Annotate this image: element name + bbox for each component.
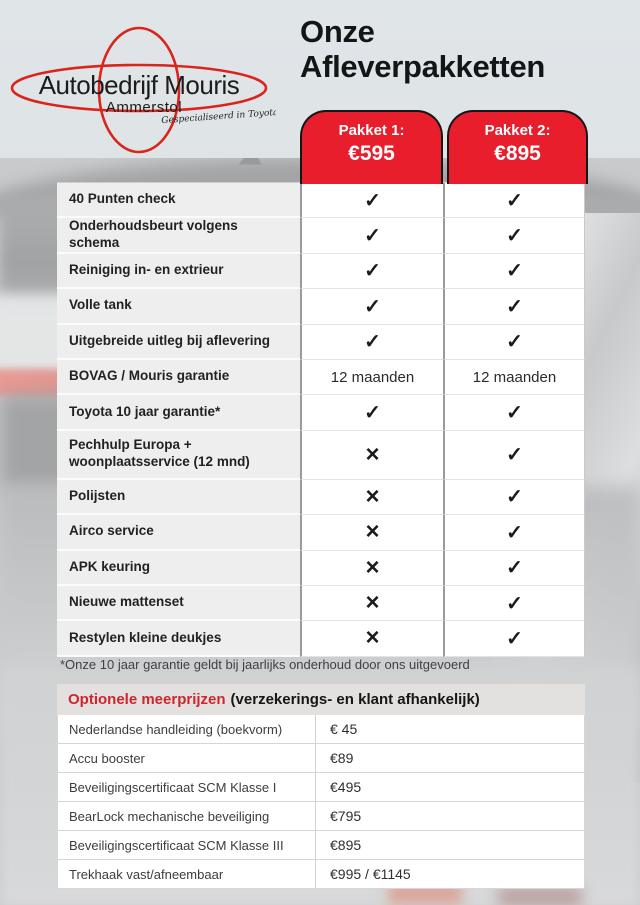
package-1-value: × [300,550,443,586]
option-row: Nederlandse handleiding (boekvorm) € 45 [57,715,585,744]
feature-label: Nieuwe mattenset [57,585,300,622]
option-price: €89 [330,750,354,766]
options-table: Optionele meerprijzen (verzekerings- en … [57,684,585,889]
feature-label: Volle tank [57,289,300,325]
package-2-value: ✓ [443,550,585,586]
options-header: Optionele meerprijzen (verzekerings- en … [57,684,585,715]
option-label: Beveiligingscertificaat SCM Klasse I [58,773,316,801]
feature-label: 40 Punten check [57,183,300,219]
package-2-price: €895 [494,142,541,165]
car-antenna-silhouette [238,158,262,165]
feature-label: Restylen kleine deukjes [57,621,300,657]
option-price: €895 [330,837,362,853]
page-title-line2: Afleverpakketten [300,49,546,84]
package-1-value: 12 maanden [300,359,443,396]
feature-label: Reiniging in- en extrieur [57,253,300,290]
comparison-row: Reiniging in- en extrieur ✓ ✓ [57,253,585,290]
package-2-value: ✓ [443,479,585,516]
package-1-value: × [300,479,443,516]
reflection-darkred-patch [498,887,582,905]
feature-label: Onderhoudsbeurt volgens schema [57,218,300,254]
logo-dealer-name: Autobedrijf Mouris [39,70,240,100]
option-price: €495 [330,779,362,795]
package-2-value: ✓ [443,515,585,551]
package-1-value: ✓ [300,218,443,254]
comparison-row: Volle tank ✓ ✓ [57,289,585,325]
package-1-tab: Pakket 1: €595 [300,110,443,184]
comparison-row: Onderhoudsbeurt volgens schema ✓ ✓ [57,218,585,254]
option-label: Accu booster [58,744,316,772]
package-1-value: ✓ [300,395,443,431]
comparison-row: APK keuring × ✓ [57,550,585,586]
package-2-value: ✓ [443,183,585,219]
option-row: BearLock mechanische beveiliging €795 [57,802,585,831]
option-price: €995 / €1145 [330,866,411,882]
comparison-table: 40 Punten check ✓ ✓ Onderhoudsbeurt volg… [57,182,585,657]
package-2-value: ✓ [443,289,585,325]
package-1-value: ✓ [300,324,443,360]
feature-label: Airco service [57,515,300,551]
package-2-value: ✓ [443,218,585,254]
feature-label: APK keuring [57,550,300,586]
option-label: Beveiligingscertificaat SCM Klasse III [58,831,316,859]
option-label: Trekhaak vast/afneembaar [58,860,316,888]
logo-horizontal-ellipse [10,63,268,113]
option-row: Accu booster €89 [57,744,585,773]
option-price: € 45 [330,721,358,737]
feature-label: Toyota 10 jaar garantie* [57,395,300,431]
option-row: Beveiligingscertificaat SCM Klasse III €… [57,831,585,860]
comparison-row: 40 Punten check ✓ ✓ [57,183,585,219]
package-1-value: × [300,585,443,622]
package-1-price: €595 [348,142,395,165]
comparison-row: Polijsten × ✓ [57,479,585,516]
package-2-value: ✓ [443,585,585,622]
package-1-value: ✓ [300,253,443,290]
package-2-value: 12 maanden [443,359,585,396]
comparison-row: Uitgebreide uitleg bij aflevering ✓ ✓ [57,324,585,360]
page-title: Onze Afleverpakketten [300,14,600,84]
package-1-value: × [300,621,443,657]
feature-label: BOVAG / Mouris garantie [57,359,300,396]
package-2-value: ✓ [443,324,585,360]
comparison-row: Toyota 10 jaar garantie* ✓ ✓ [57,395,585,431]
comparison-row: BOVAG / Mouris garantie 12 maanden 12 ma… [57,359,585,396]
package-2-tab: Pakket 2: €895 [447,110,588,184]
comparison-row: Pechhulp Europa + woonplaatsservice (12 … [57,430,585,480]
feature-label: Uitgebreide uitleg bij aflevering [57,324,300,360]
package-2-value: ✓ [443,621,585,657]
options-rows: Nederlandse handleiding (boekvorm) € 45 … [57,715,585,889]
option-label: BearLock mechanische beveiliging [58,802,316,830]
comparison-rows: 40 Punten check ✓ ✓ Onderhoudsbeurt volg… [57,183,585,657]
guarantee-footnote: *Onze 10 jaar garantie geldt bij jaarlij… [60,657,470,672]
package-1-value: × [300,430,443,480]
comparison-row: Nieuwe mattenset × ✓ [57,585,585,622]
option-row: Trekhaak vast/afneembaar €995 / €1145 [57,860,585,889]
option-label: Nederlandse handleiding (boekvorm) [58,715,316,743]
package-2-value: ✓ [443,253,585,290]
package-2-value: ✓ [443,430,585,480]
comparison-row: Airco service × ✓ [57,515,585,551]
comparison-row: Restylen kleine deukjes × ✓ [57,621,585,657]
package-1-label: Pakket 1: [338,122,405,139]
feature-label: Polijsten [57,479,300,516]
page-title-line1: Onze [300,14,375,49]
logo-city: Ammerstol [106,99,182,116]
options-subtitle: (verzekerings- en klant afhankelijk) [230,691,480,708]
logo-vertical-ellipse [97,26,181,154]
package-1-value: × [300,515,443,551]
dealer-logo: Autobedrijf Mouris Ammerstol Gespecialis… [10,26,276,154]
feature-label: Pechhulp Europa + woonplaatsservice (12 … [57,430,300,480]
package-2-value: ✓ [443,395,585,431]
options-title: Optionele meerprijzen [68,691,226,708]
package-1-value: ✓ [300,289,443,325]
package-2-label: Pakket 2: [484,122,551,139]
option-price: €795 [330,808,362,824]
option-row: Beveiligingscertificaat SCM Klasse I €49… [57,773,585,802]
package-1-value: ✓ [300,183,443,219]
